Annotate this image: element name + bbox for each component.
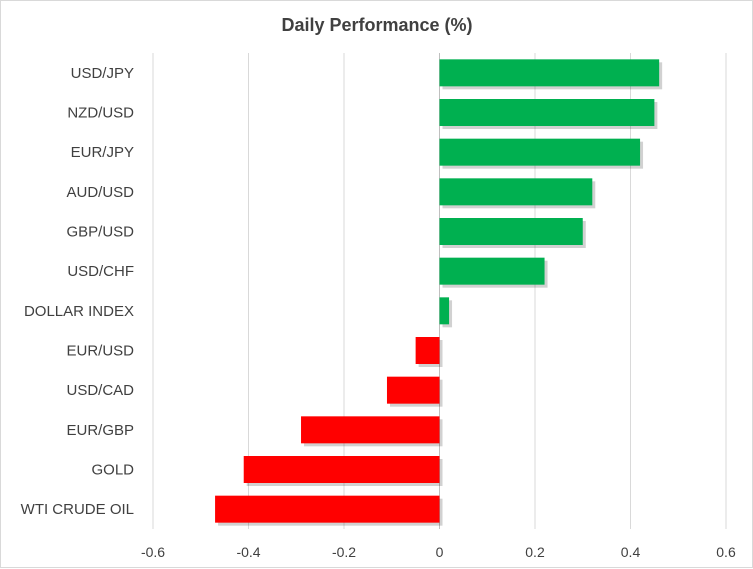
bar-usd-chf: [439, 257, 545, 285]
bar-usd-jpy: [439, 59, 660, 87]
bar-dollar-index: [439, 297, 450, 325]
bar-eur-jpy: [439, 138, 641, 166]
bar-nzd-usd: [439, 99, 655, 126]
bar-eur-usd: [415, 337, 440, 364]
category-labels: USD/JPY NZD/USD EUR/JPY AUD/USD GBP/USD USD/C…: [21, 65, 135, 518]
category-label: EUR/USD: [66, 343, 134, 360]
category-label: GBP/USD: [66, 224, 134, 241]
x-tick-label: -0.4: [236, 544, 260, 560]
x-tick-labels: -0.6 -0.4 -0.2 0 0.2 0.4 0.6: [141, 544, 736, 560]
x-tick-label: 0.4: [621, 544, 641, 560]
category-label: AUD/USD: [66, 184, 134, 201]
x-tick-label: 0.2: [525, 544, 545, 560]
category-label: USD/CAD: [66, 382, 134, 399]
gridlines: [152, 53, 727, 529]
bar-gbp-usd: [439, 218, 583, 245]
category-label: GOLD: [91, 462, 134, 479]
chart-title: Daily Performance (%): [281, 15, 472, 35]
category-label: EUR/JPY: [71, 144, 134, 161]
x-tick-label: -0.2: [332, 544, 356, 560]
category-label: USD/CHF: [67, 263, 134, 280]
category-label: EUR/GBP: [66, 422, 134, 439]
x-tick-label: 0: [436, 544, 444, 560]
x-tick-label: 0.6: [716, 544, 736, 560]
bar-gold: [243, 456, 440, 483]
bar-wti-crude-oil: [215, 495, 440, 523]
x-tick-label: -0.6: [141, 544, 165, 560]
bars: [215, 59, 663, 526]
bar-usd-cad: [386, 376, 440, 404]
category-label: NZD/USD: [67, 105, 134, 122]
category-label: WTI CRUDE OIL: [21, 501, 134, 518]
category-label: USD/JPY: [71, 65, 134, 82]
bar-eur-gbp: [301, 416, 440, 444]
category-label: DOLLAR INDEX: [24, 303, 134, 320]
bar-aud-usd: [439, 178, 593, 206]
